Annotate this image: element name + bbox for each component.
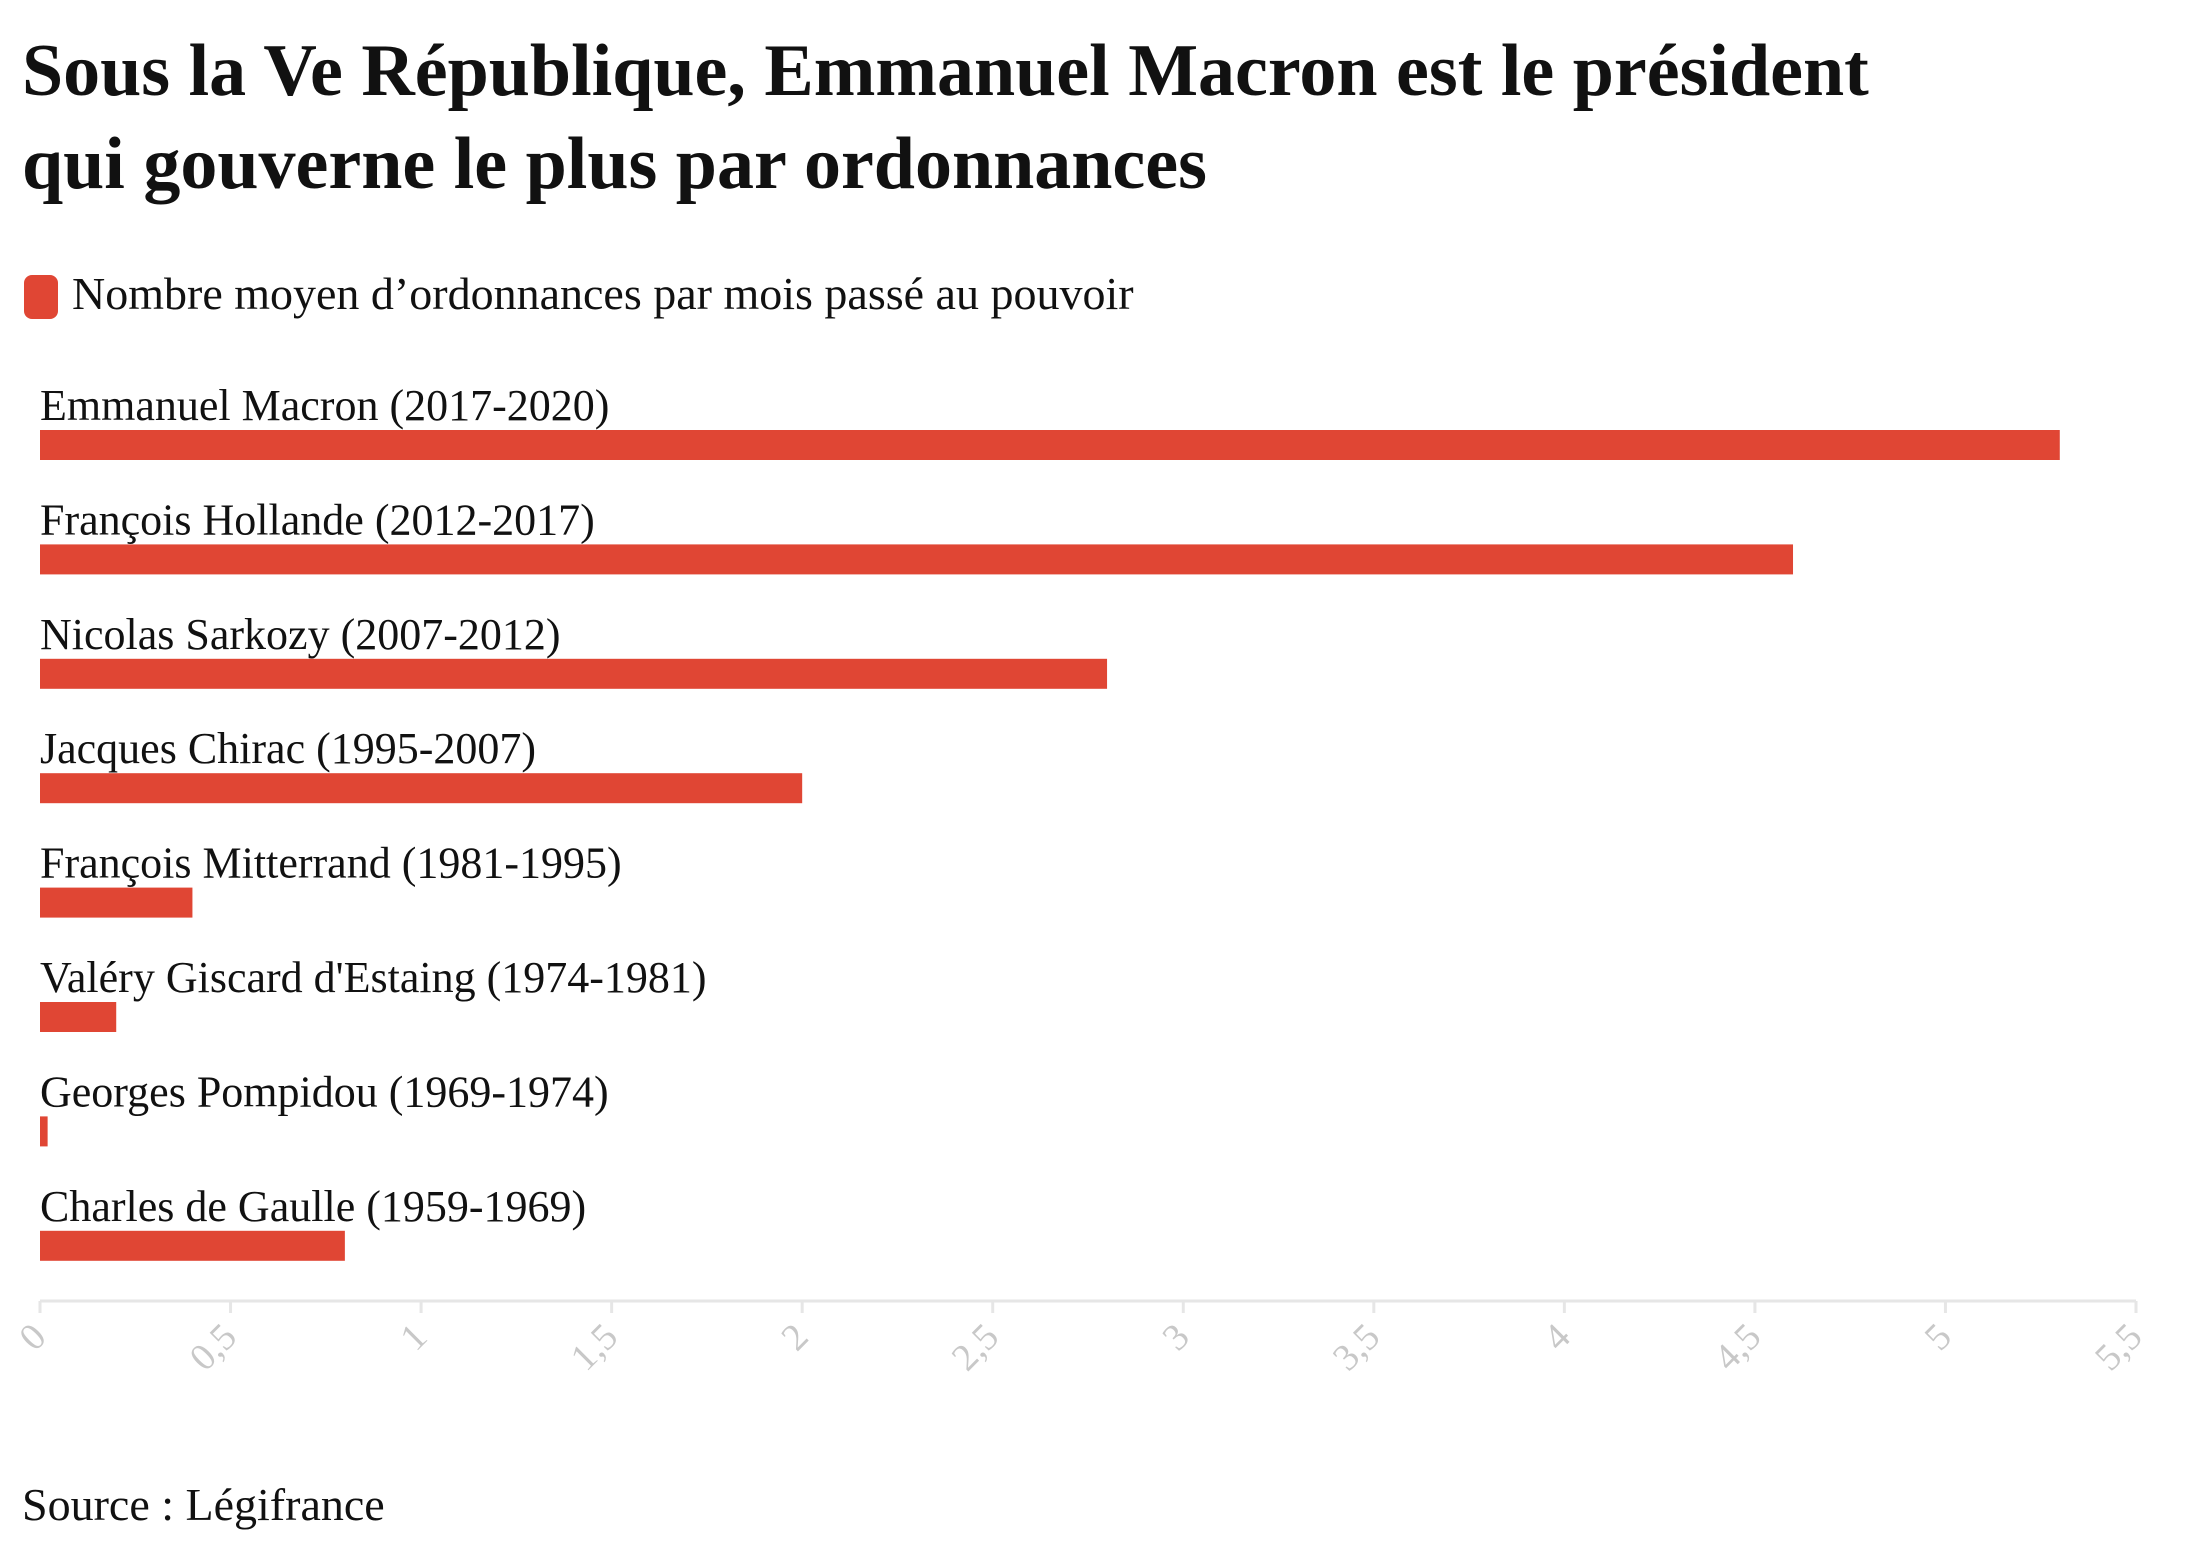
- bar: [40, 658, 1108, 689]
- x-tick-label: 4,5: [1706, 1316, 1769, 1379]
- bar: [40, 430, 2060, 460]
- category-label: Valéry Giscard d'Estaing (1974-1981): [40, 953, 707, 1002]
- category-label: François Mitterrand (1981-1995): [40, 839, 622, 888]
- x-tick-label: 1: [392, 1316, 435, 1359]
- bar: [40, 1116, 48, 1147]
- x-tick-label: 0,5: [182, 1316, 245, 1379]
- legend-label: Nombre moyen d’ordonnances par mois pass…: [72, 268, 1134, 319]
- x-tick-label: 2,5: [944, 1316, 1007, 1379]
- category-label: François Hollande (2012-2017): [40, 495, 595, 544]
- chart-title: Sous la Ve République, Emmanuel Macron e…: [22, 30, 1869, 112]
- x-tick-label: 3: [1155, 1316, 1198, 1359]
- bar: [40, 544, 1794, 575]
- bar: [40, 773, 803, 804]
- x-tick-label: 4: [1536, 1316, 1579, 1359]
- x-tick-label: 3,5: [1325, 1316, 1388, 1379]
- x-tick-label: 5: [1917, 1316, 1960, 1359]
- x-tick-label: 2: [773, 1316, 816, 1359]
- category-label: Jacques Chirac (1995-2007): [40, 724, 536, 773]
- category-label: Nicolas Sarkozy (2007-2012): [40, 610, 561, 659]
- category-label: Georges Pompidou (1969-1974): [40, 1067, 609, 1116]
- bar: [40, 1230, 345, 1261]
- category-label: Emmanuel Macron (2017-2020): [40, 381, 609, 430]
- x-tick-label: 1,5: [563, 1316, 626, 1379]
- source: Source : Légifrance: [22, 1479, 385, 1530]
- chart-title: qui gouverne le plus par ordonnances: [22, 123, 1207, 205]
- category-label: Charles de Gaulle (1959-1969): [40, 1182, 586, 1231]
- x-tick-label: 0: [11, 1316, 54, 1359]
- x-tick-label: 5,5: [2087, 1316, 2150, 1379]
- legend-swatch: [24, 275, 58, 319]
- bar: [40, 1002, 117, 1032]
- bar: [40, 887, 193, 918]
